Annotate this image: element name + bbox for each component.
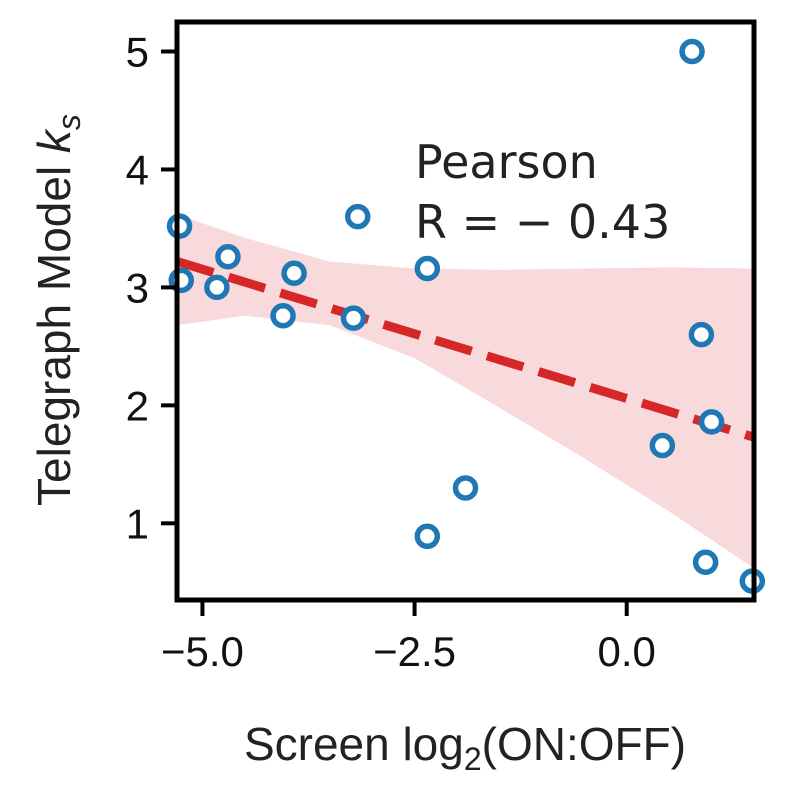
- regression-line: [177, 257, 754, 442]
- data-point: [166, 213, 193, 239]
- x-axis-label: Screen log2(ON:OFF): [244, 718, 686, 777]
- data-point: [452, 475, 479, 501]
- data-point: [692, 549, 719, 576]
- x-tick-label: −5.0: [161, 628, 244, 675]
- y-tick-label: 1: [126, 500, 149, 547]
- data-point: [698, 409, 725, 435]
- data-point: [679, 38, 705, 65]
- x-axis: −5.0 −2.5 0.0: [161, 600, 656, 675]
- data-point: [215, 243, 241, 270]
- data-point: [414, 523, 441, 550]
- x-tick-label: 0.0: [598, 628, 656, 675]
- data-points-layer: [166, 38, 766, 594]
- data-point: [340, 305, 367, 331]
- y-axis-label: Telegraph Model ks: [28, 114, 87, 506]
- data-point: [344, 203, 371, 230]
- fit-line-layer: [177, 257, 754, 442]
- y-tick-label: 3: [126, 264, 149, 311]
- confidence-band-layer: [177, 214, 754, 569]
- data-point: [688, 321, 715, 348]
- plot-frame: [174, 19, 757, 603]
- y-tick-label: 2: [126, 382, 149, 429]
- pearson-r-value: R = − 0.43: [415, 195, 670, 249]
- confidence-band: [177, 214, 754, 569]
- data-point: [281, 260, 307, 287]
- x-tick-label: −2.5: [373, 628, 456, 675]
- y-tick-label: 4: [126, 146, 149, 193]
- data-point: [649, 432, 676, 459]
- y-axis: 1 2 3 4 5: [126, 28, 177, 547]
- data-point: [270, 302, 296, 329]
- data-point: [204, 274, 230, 301]
- pearson-label: Pearson: [415, 135, 598, 189]
- y-tick-label: 5: [126, 28, 149, 75]
- data-point: [414, 255, 441, 282]
